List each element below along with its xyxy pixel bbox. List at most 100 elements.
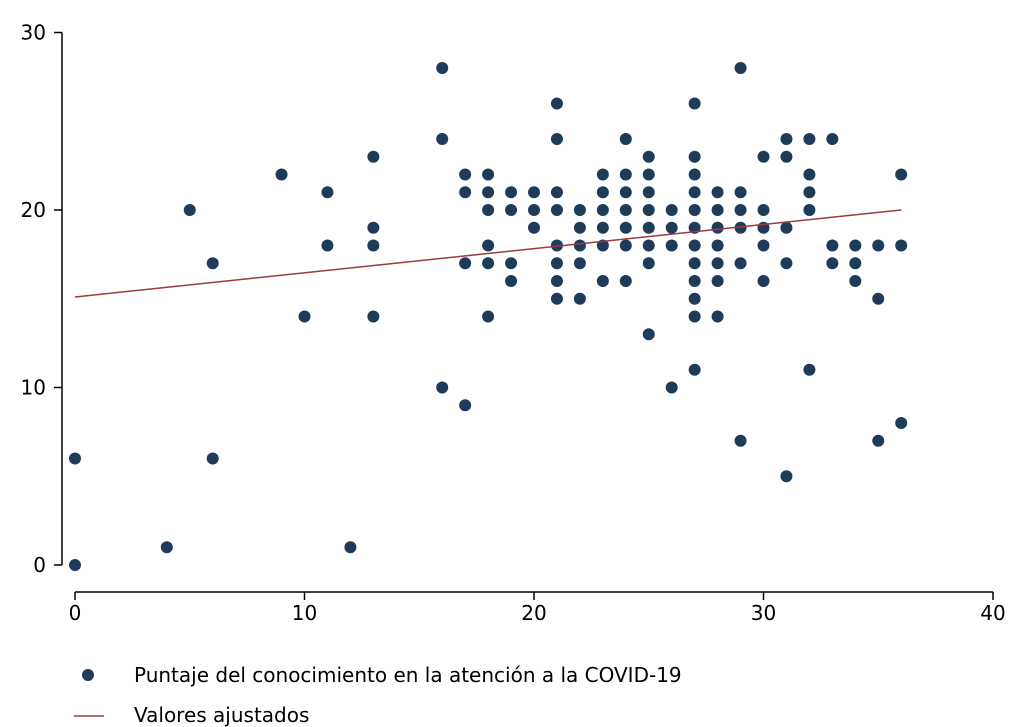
scatter-point xyxy=(206,257,219,270)
scatter-point xyxy=(711,257,724,270)
scatter-point xyxy=(482,186,495,199)
scatter-point xyxy=(596,168,609,181)
scatter-point xyxy=(596,239,609,252)
scatter-point xyxy=(482,168,495,181)
scatter-point xyxy=(367,150,380,163)
scatter-point xyxy=(459,186,472,199)
scatter-point xyxy=(757,239,770,252)
scatter-point xyxy=(780,221,793,234)
scatter-point xyxy=(459,257,472,270)
scatter-point xyxy=(803,204,816,216)
scatter-point xyxy=(619,221,632,234)
scatter-point xyxy=(642,204,655,216)
x-tick-label: 10 xyxy=(292,601,317,625)
scatter-point xyxy=(528,204,540,216)
scatter-point xyxy=(734,221,747,234)
scatter-point xyxy=(619,275,632,287)
scatter-point xyxy=(573,239,586,252)
scatter-point xyxy=(872,292,885,305)
scatter-point xyxy=(734,434,747,447)
scatter-point xyxy=(550,275,563,287)
scatter-point xyxy=(826,133,839,145)
scatter-point xyxy=(895,168,908,181)
scatter-point xyxy=(642,186,655,199)
scatter-point xyxy=(642,221,655,234)
scatter-point xyxy=(642,239,655,252)
scatter-point xyxy=(505,257,518,270)
scatter-point xyxy=(803,186,816,199)
scatter-point xyxy=(459,168,472,181)
scatter-point xyxy=(160,541,173,554)
scatter-point xyxy=(596,204,609,216)
scatter-point xyxy=(895,239,908,252)
x-tick-label: 30 xyxy=(751,601,776,625)
scatter-point xyxy=(436,133,449,145)
scatter-point xyxy=(528,186,540,199)
scatter-point xyxy=(482,257,495,270)
scatter-point xyxy=(550,97,563,110)
legend: Puntaje del conocimiento en la atención … xyxy=(74,663,682,727)
scatter-point xyxy=(482,239,495,252)
legend-label-points: Puntaje del conocimiento en la atención … xyxy=(134,663,682,687)
scatter-point xyxy=(367,221,380,234)
scatter-point xyxy=(711,310,724,323)
scatter-point xyxy=(688,310,701,323)
y-tick-label: 10 xyxy=(21,376,46,400)
scatter-point xyxy=(505,186,518,199)
scatter-point xyxy=(505,275,518,287)
scatter-point xyxy=(734,62,747,74)
scatter-point xyxy=(734,257,747,270)
y-tick-label: 30 xyxy=(21,21,46,45)
scatter-point xyxy=(665,221,678,234)
x-tick-label: 0 xyxy=(69,601,82,625)
scatter-point xyxy=(642,168,655,181)
scatter-point xyxy=(344,541,357,554)
scatter-point xyxy=(619,133,632,145)
y-tick-label: 0 xyxy=(33,553,46,577)
scatter-point xyxy=(872,434,885,447)
scatter-point xyxy=(505,204,518,216)
scatter-point xyxy=(688,97,701,110)
scatter-point xyxy=(367,310,380,323)
scatter-point xyxy=(688,275,701,287)
fitted-line-layer xyxy=(74,209,902,298)
scatter-point xyxy=(849,239,862,252)
scatter-point xyxy=(803,168,816,181)
scatter-point xyxy=(872,239,885,252)
scatter-point xyxy=(619,186,632,199)
legend-label-fit-line: Valores ajustados xyxy=(134,703,309,727)
scatter-point xyxy=(573,221,586,234)
scatter-point xyxy=(780,470,793,483)
y-tick-label: 20 xyxy=(21,198,46,222)
scatter-point xyxy=(849,275,862,287)
x-tick-label: 20 xyxy=(521,601,546,625)
scatter-point xyxy=(275,168,288,181)
scatter-point xyxy=(803,363,816,376)
scatter-point xyxy=(688,257,701,270)
scatter-point xyxy=(573,204,586,216)
scatter-point xyxy=(734,186,747,199)
scatter-point xyxy=(206,452,219,465)
scatter-point xyxy=(780,257,793,270)
scatter-point xyxy=(482,310,495,323)
scatter-point xyxy=(459,399,472,412)
scatter-point xyxy=(528,221,540,234)
scatter-point xyxy=(642,150,655,163)
scatter-point xyxy=(69,559,81,571)
scatter-point xyxy=(780,133,793,145)
axes: 0 10 20 30 40 0 10 20 30 xyxy=(21,21,1006,626)
scatter-point xyxy=(688,363,701,376)
x-tick-label: 40 xyxy=(980,601,1005,625)
scatter-point xyxy=(619,168,632,181)
scatter-point xyxy=(573,257,586,270)
scatter-point xyxy=(573,292,586,305)
scatter-point xyxy=(183,204,196,216)
scatter-point xyxy=(757,150,770,163)
scatter-point xyxy=(321,239,334,252)
scatter-point xyxy=(482,204,495,216)
scatter-point xyxy=(688,168,701,181)
scatter-point xyxy=(642,257,655,270)
scatter-point xyxy=(298,310,311,323)
scatter-point xyxy=(619,204,632,216)
